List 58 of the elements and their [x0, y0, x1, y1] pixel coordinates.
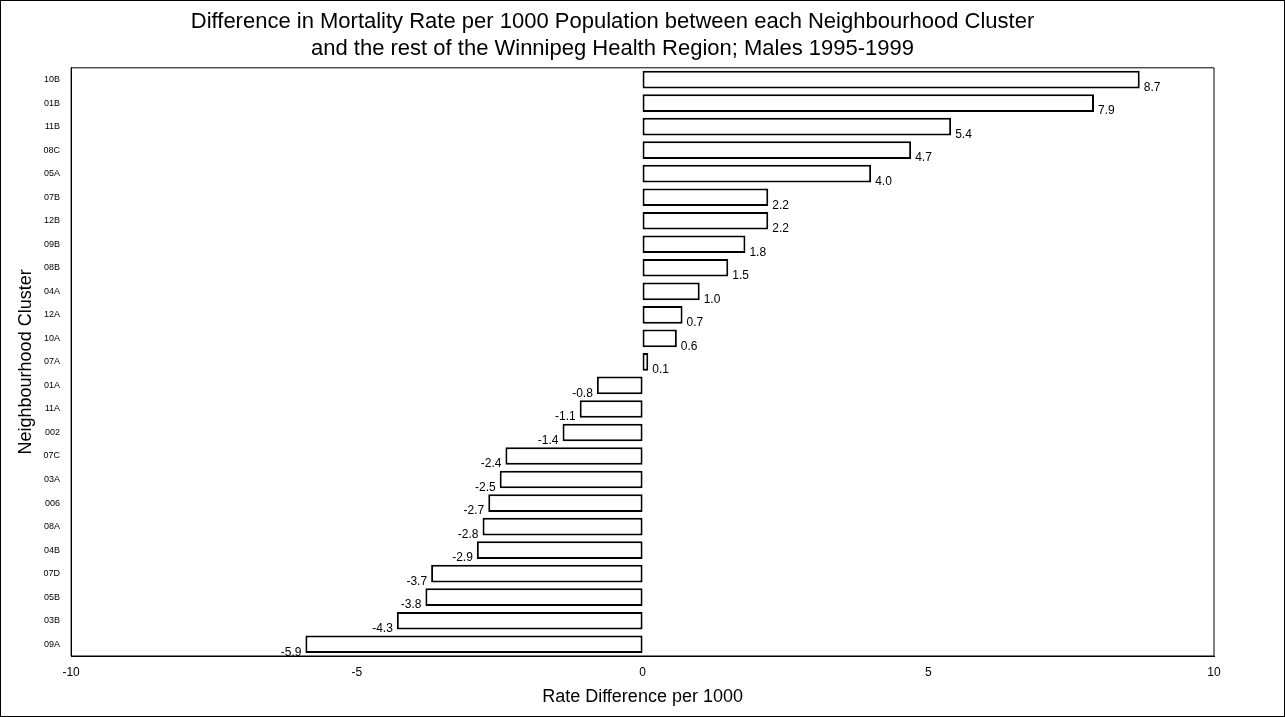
x-tick-label: -10 [62, 664, 81, 679]
y-tick-label: 002 [45, 426, 61, 437]
data-label: -5.9 [280, 644, 302, 659]
data-label: -1.1 [555, 409, 577, 424]
y-tick-label: 07D [43, 568, 61, 579]
data-label: 0.6 [680, 338, 698, 353]
y-tick-label: 08B [44, 262, 61, 273]
data-label: 4.0 [875, 173, 893, 188]
y-tick-label: 006 [45, 497, 61, 508]
y-tick-label: 01A [44, 379, 61, 390]
x-tick-label: -5 [351, 664, 363, 679]
y-tick-label: 07C [43, 450, 61, 461]
data-label: 2.2 [772, 221, 790, 236]
data-label: -2.9 [452, 550, 474, 565]
data-label: -2.5 [475, 479, 497, 494]
y-tick-label: 12B [44, 215, 61, 226]
data-label: 1.0 [703, 291, 721, 306]
y-tick-label: 10A [44, 332, 61, 343]
x-tick-label: 10 [1207, 664, 1221, 679]
y-tick-label: 09A [44, 638, 61, 649]
data-label: 5.4 [955, 126, 973, 141]
data-label: -1.4 [537, 432, 559, 447]
chart-title: Difference in Mortality Rate per 1000 Population between each Neighbourhood Cluster and the rest of the Winnipeg Health Region; Males 1995-1999 [190, 8, 1035, 60]
data-label: 8.7 [1143, 79, 1161, 94]
data-label: 2.2 [772, 197, 790, 212]
data-label: 1.5 [732, 268, 750, 283]
data-label: -0.8 [572, 385, 594, 400]
data-label: -3.8 [400, 597, 422, 612]
data-label: -2.4 [480, 456, 502, 471]
y-tick-label: 11A [44, 403, 61, 414]
y-tick-label: 11B [44, 121, 61, 132]
x-tick-label: 5 [924, 664, 932, 679]
y-tick-label: 12A [44, 309, 61, 320]
y-tick-label: 01B [44, 97, 61, 108]
y-tick-label: 04B [44, 544, 61, 555]
data-label: -3.7 [406, 573, 428, 588]
y-tick-label: 04A [44, 285, 61, 296]
data-label: 1.8 [749, 244, 767, 259]
data-label: 4.7 [915, 150, 933, 165]
y-tick-label: 05A [44, 168, 61, 179]
data-label: -4.3 [372, 621, 394, 636]
y-tick-label: 05B [44, 591, 61, 602]
y-tick-label: 08A [44, 521, 61, 532]
y-axis-title: Neighbourhood Cluster [14, 269, 35, 455]
data-label: 0.7 [686, 315, 704, 330]
y-tick-label: 03A [44, 474, 61, 485]
y-tick-label: 07B [44, 191, 61, 202]
data-label: -2.7 [463, 503, 485, 518]
data-label: 0.1 [652, 362, 670, 377]
y-tick-label: 07A [44, 356, 61, 367]
data-label: 7.9 [1098, 103, 1115, 118]
y-tick-label: 08C [43, 144, 61, 155]
data-label: -2.8 [457, 526, 479, 541]
x-tick-label: 0 [639, 664, 647, 679]
y-tick-label: 03B [44, 615, 61, 626]
x-axis-title: Rate Difference per 1000 [542, 686, 743, 707]
y-tick-label: 10B [44, 74, 61, 85]
y-tick-label: 09B [44, 238, 61, 249]
